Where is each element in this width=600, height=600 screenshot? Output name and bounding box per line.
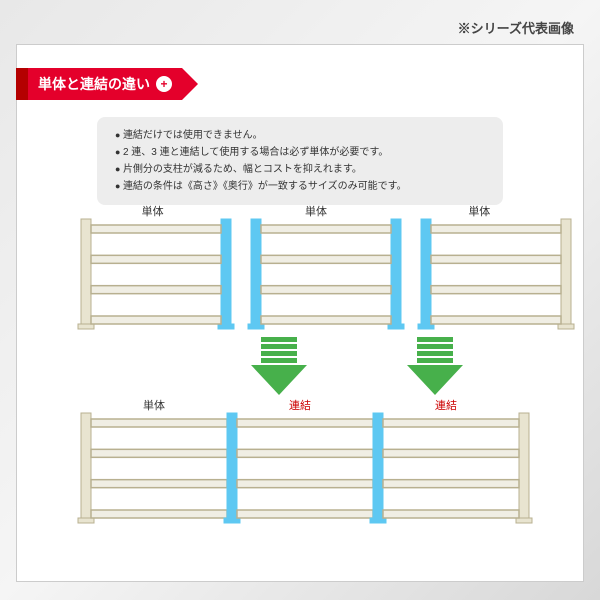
series-note: ※シリーズ代表画像 — [458, 18, 574, 37]
ribbon-text: 単体と連結の違い — [38, 74, 150, 94]
main-frame: 連結だけでは使用できません。 2 連、3 連と連結して使用する場合は必ず単体が必… — [16, 44, 584, 582]
note-item: 連結だけでは使用できません。 — [115, 127, 485, 144]
merge-arrows — [17, 333, 583, 413]
ribbon-accent — [16, 68, 28, 100]
note-item: 連結の条件は《高さ》《奥行》が一致するサイズのみ可能です。 — [115, 178, 485, 195]
title-ribbon: 単体と連結の違い + — [16, 68, 182, 100]
ribbon-body: 単体と連結の違い + — [28, 68, 182, 100]
note-item: 2 連、3 連と連結して使用する場合は必ず単体が必要です。 — [115, 144, 485, 161]
bottom-shelves-diagram — [71, 403, 539, 528]
notes-list: 連結だけでは使用できません。 2 連、3 連と連結して使用する場合は必ず単体が必… — [115, 127, 485, 195]
note-item: 片側分の支柱が減るため、幅とコストを抑えれます。 — [115, 161, 485, 178]
content-area: 連結だけでは使用できません。 2 連、3 連と連結して使用する場合は必ず単体が必… — [17, 45, 583, 581]
plus-icon: + — [156, 76, 172, 92]
notes-box: 連結だけでは使用できません。 2 連、3 連と連結して使用する場合は必ず単体が必… — [97, 117, 503, 205]
top-shelves-diagram — [71, 209, 581, 334]
